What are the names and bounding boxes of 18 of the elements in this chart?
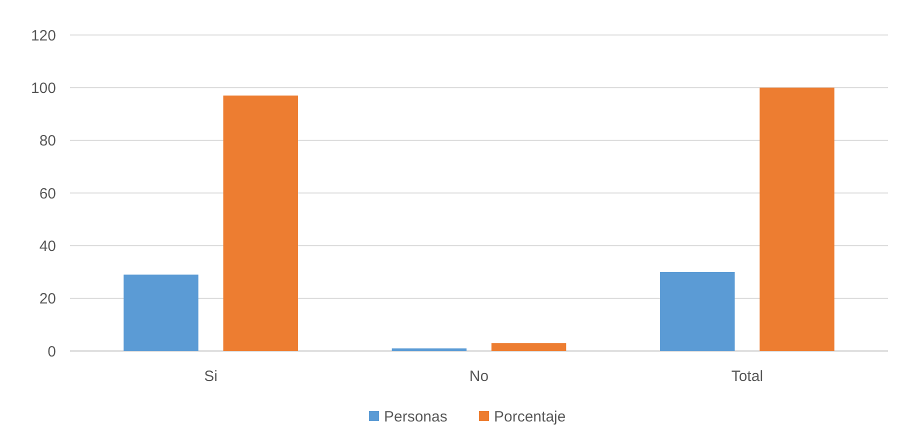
bar [491,343,566,351]
bar [392,348,467,351]
y-tick-label: 40 [39,238,56,255]
y-tick-label: 80 [39,132,56,150]
y-tick-label: 20 [39,290,56,308]
y-tick-label: 60 [39,185,56,202]
bar [124,274,198,351]
bar [660,272,735,351]
legend-label: Personas [384,408,448,426]
y-tick-label: 0 [48,343,56,360]
x-tick-label: No [469,368,489,385]
x-tick-label: Si [204,368,218,385]
x-tick-label: Total [731,368,764,385]
legend-label: Porcentaje [494,408,566,426]
y-tick-label: 120 [30,27,56,44]
bar [223,96,298,351]
bar [760,88,834,351]
y-tick-label: 100 [30,80,56,97]
